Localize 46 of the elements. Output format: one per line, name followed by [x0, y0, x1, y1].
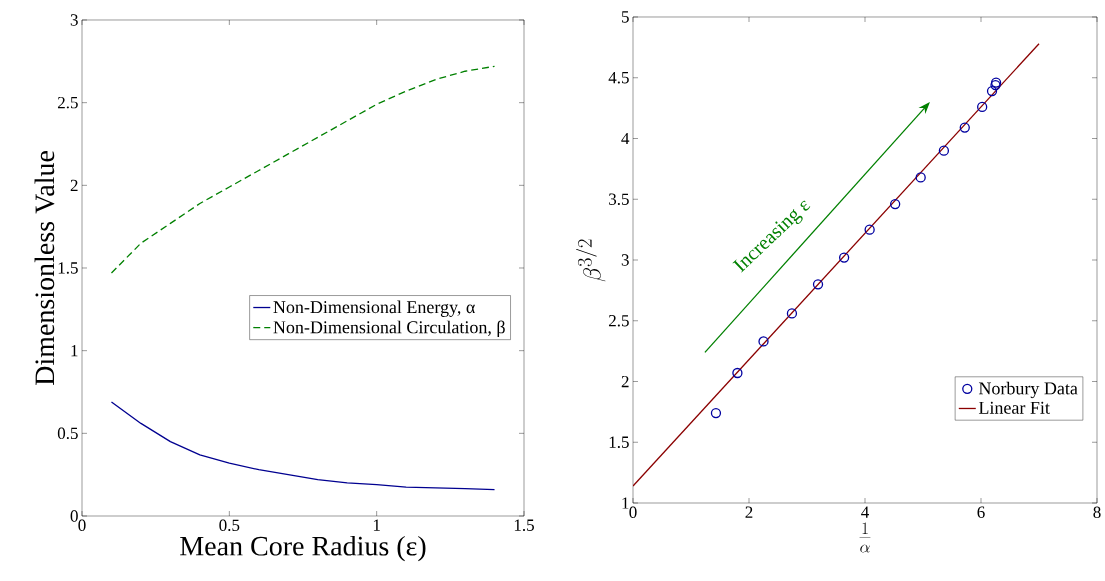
- point: [838, 252, 850, 263]
- y-tick-label: 1: [71, 345, 78, 357]
- y-tick-label: 2.5: [57, 96, 78, 109]
- point: [786, 308, 798, 319]
- point: [977, 101, 988, 113]
- y-tick-label: 4: [621, 132, 630, 145]
- point: [986, 85, 998, 97]
- y-tick-label: 3: [70, 14, 78, 26]
- legend-label: Norbury Data: [978, 381, 1078, 399]
- point: [812, 279, 824, 290]
- point: [938, 145, 950, 156]
- y-tick-label: 4.5: [608, 72, 629, 84]
- x-tick-label: 4: [861, 506, 869, 518]
- point: [864, 224, 875, 235]
- y-tick-label: 1.5: [609, 436, 629, 448]
- y-tick-label: 2: [621, 375, 629, 388]
- y-tick-label: 3: [621, 254, 629, 266]
- x-tick-label: 1: [373, 519, 380, 531]
- legend-label: Non-Dimensional Energy, α: [273, 300, 475, 317]
- legend-label: Linear Fit: [978, 401, 1050, 414]
- point: [915, 172, 926, 183]
- point: [959, 122, 970, 133]
- x-tick-label: 8: [1093, 506, 1101, 518]
- point: [710, 407, 722, 419]
- point: [758, 336, 769, 347]
- y-tick-label: 5: [621, 11, 629, 23]
- y-tick-label: 0.5: [57, 427, 78, 440]
- y-tick-label: 1.5: [58, 262, 78, 274]
- y-tick-label: 3.5: [609, 193, 629, 205]
- line-series: [110, 401, 496, 491]
- x-tick-label: 2: [745, 506, 753, 518]
- y-axis-title: $\beta^{3/2}$: [576, 239, 606, 282]
- y-tick-label: 1: [622, 497, 629, 509]
- y-tick-label: 2.5: [608, 315, 629, 327]
- x-axis-title: $\frac{1}{\alpha}$: [859, 522, 871, 553]
- y-tick-label: 2: [70, 179, 78, 191]
- x-tick-label: 0: [78, 519, 86, 531]
- point: [890, 198, 901, 210]
- x-tick-label: 6: [977, 506, 985, 518]
- point: [732, 367, 743, 379]
- x-axis-title: Mean Core Radius (ε): [180, 535, 426, 562]
- x-tick-label: 1.5: [514, 519, 534, 531]
- x-tick-label: 0.5: [219, 519, 240, 532]
- y-axis-title: Dimensionless Value: [34, 151, 55, 385]
- legend-label: Non-Dimensional Circulation, β: [273, 320, 505, 337]
- line-series: [110, 65, 496, 274]
